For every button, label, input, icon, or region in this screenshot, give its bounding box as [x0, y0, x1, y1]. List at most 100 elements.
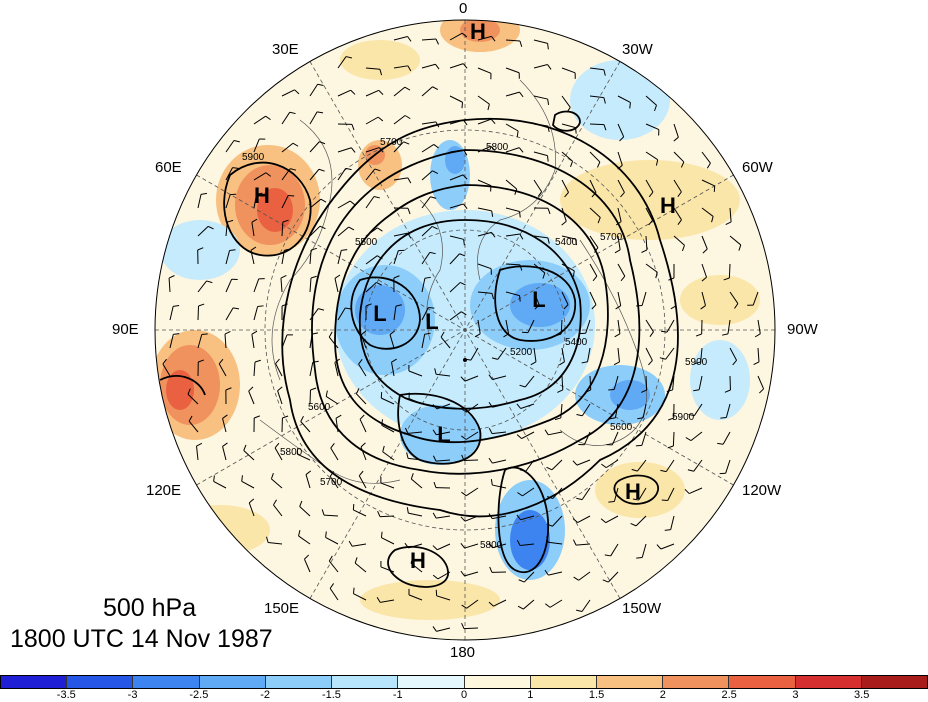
wind-barb — [617, 207, 622, 222]
wind-barb — [589, 179, 597, 193]
wind-barb-flag — [312, 360, 319, 363]
wind-barb-flag — [435, 121, 440, 128]
wind-barb-flag — [519, 469, 526, 472]
high-center: H — [660, 193, 676, 218]
wind-barb — [309, 198, 322, 209]
wind-barb — [698, 375, 703, 390]
wind-barb — [576, 459, 591, 466]
wind-barb — [359, 419, 367, 433]
wind-barb-flag — [289, 111, 296, 115]
wind-barb — [520, 543, 535, 546]
wind-barb — [589, 151, 601, 163]
wind-barb — [391, 362, 395, 377]
wind-barb-flag — [404, 427, 409, 434]
wind-barb-flag — [519, 264, 523, 271]
wind-barb-flag — [615, 221, 622, 226]
colorbar-swatch — [133, 676, 200, 688]
wind-barb — [520, 403, 535, 409]
wind-barb — [688, 487, 703, 495]
wind-barb-flag — [378, 147, 384, 153]
wind-barb-flag — [632, 498, 639, 501]
wind-barb — [329, 588, 339, 601]
wind-barb-flag — [666, 389, 673, 393]
wind-barb — [277, 390, 283, 405]
wind-barb — [421, 278, 426, 293]
wind-barb — [492, 484, 507, 489]
wind-barb-flag — [461, 454, 465, 461]
colorbar-swatch — [67, 676, 134, 688]
wind-barb-flag — [722, 333, 729, 336]
wind-barb — [672, 375, 675, 390]
wind-barb — [393, 141, 404, 153]
wind-barb — [505, 39, 520, 42]
wind-barb — [637, 459, 647, 472]
wind-barb-flag — [227, 219, 234, 223]
wind-barb-flag — [660, 469, 667, 473]
wind-barb-flag — [377, 510, 381, 517]
wind-barb — [309, 111, 318, 125]
wind-barb — [187, 393, 199, 405]
lon-label-180: 180 — [450, 644, 476, 661]
wind-barb — [222, 418, 227, 433]
wind-barb-flag — [334, 274, 341, 279]
wind-barb-flag — [503, 333, 509, 338]
wind-barb — [701, 291, 706, 306]
wind-barb — [365, 255, 378, 265]
wind-barb-flag — [432, 626, 437, 632]
wind-barb — [560, 319, 563, 335]
wind-barb — [729, 347, 738, 361]
wind-barb-flag — [432, 574, 439, 580]
wind-barb — [365, 282, 377, 293]
lon-label-120e: 120E — [146, 482, 182, 499]
wind-barb-flag — [198, 303, 205, 307]
wind-barb-flag — [188, 415, 193, 422]
wind-barb — [493, 599, 507, 607]
lon-label-60w: 60W — [742, 159, 773, 176]
wind-barb-flag — [461, 408, 467, 413]
wind-barb — [477, 95, 490, 105]
wind-barb — [665, 459, 675, 472]
wind-barb-flag — [648, 220, 653, 226]
wind-barb-flag — [407, 177, 412, 184]
wind-barb — [330, 447, 339, 461]
wind-barb — [281, 168, 291, 181]
wind-barb-flag — [701, 276, 707, 282]
wind-barb — [280, 278, 283, 293]
wind-barb-flag — [162, 358, 167, 365]
wind-barb-flag — [547, 64, 552, 70]
wind-barb — [449, 282, 461, 293]
wind-barb — [436, 403, 451, 410]
wind-barb-flag — [461, 622, 465, 629]
wind-barb — [305, 474, 311, 489]
wind-barb — [309, 168, 320, 181]
wind-barb — [466, 403, 479, 413]
wind-barb — [271, 478, 283, 489]
wind-barb-flag — [491, 232, 496, 238]
wind-barb-flag — [461, 102, 464, 109]
wind-barb — [673, 151, 685, 163]
wind-barb — [587, 347, 591, 362]
wind-barb — [533, 291, 540, 306]
wind-barb-flag — [300, 415, 304, 422]
wind-barb-flag — [488, 428, 493, 434]
wind-barb-flag — [305, 470, 312, 475]
lon-label-90e: 90E — [112, 321, 139, 338]
wind-barb — [337, 250, 342, 265]
wind-barb — [727, 319, 731, 334]
wind-barb — [281, 112, 291, 125]
wind-barb — [533, 64, 548, 69]
wind-barb-flag — [654, 105, 658, 112]
wind-barb — [449, 203, 464, 209]
colorbar-swatch — [795, 676, 862, 688]
wind-barb — [464, 375, 479, 382]
wind-barb-flag — [545, 603, 551, 608]
wind-barb-flag — [488, 374, 493, 380]
wind-barb-flag — [555, 333, 562, 337]
wind-barb-flag — [546, 536, 549, 543]
wind-barb-flag — [251, 330, 258, 335]
wind-barb-flag — [299, 500, 303, 507]
wind-barbs — [162, 32, 765, 632]
wind-barb-flag — [460, 543, 465, 549]
wind-barb-flag — [328, 331, 333, 338]
wind-barb-flag — [358, 470, 364, 477]
